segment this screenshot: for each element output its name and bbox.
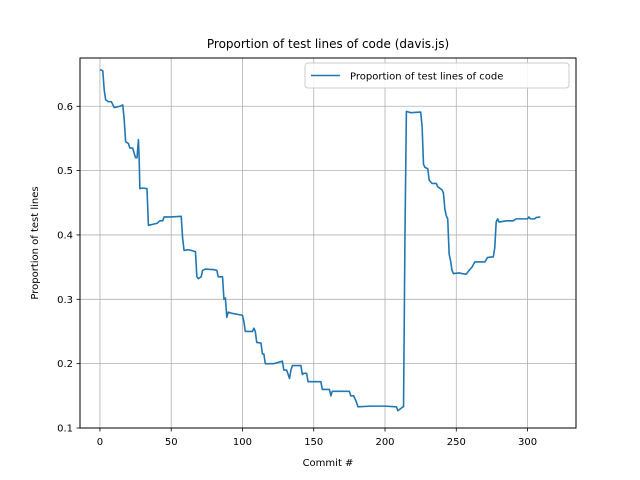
y-tick-label: 0.2	[57, 359, 73, 370]
x-tick-label: 200	[375, 437, 394, 448]
y-tick-label: 0.6	[57, 102, 73, 113]
chart-title: Proportion of test lines of code (davis.…	[207, 37, 449, 51]
legend-label: Proportion of test lines of code	[350, 72, 503, 83]
x-axis-ticks: 0 50 100 150 200 250 300	[97, 428, 537, 448]
x-tick-label: 150	[304, 437, 323, 448]
y-axis-label: Proportion of test lines	[30, 186, 41, 299]
y-tick-label: 0.5	[57, 166, 73, 177]
x-tick-label: 0	[97, 437, 103, 448]
x-tick-label: 250	[447, 437, 466, 448]
plot-frame	[79, 57, 577, 429]
x-tick-label: 100	[233, 437, 252, 448]
legend-box	[304, 62, 570, 89]
y-axis-ticks: 0.1 0.2 0.3 0.4 0.5 0.6	[57, 102, 80, 435]
y-tick-label: 0.1	[57, 424, 73, 435]
x-tick-label: 50	[165, 437, 178, 448]
x-axis-label: Commit #	[303, 458, 354, 469]
x-tick-label: 300	[518, 437, 537, 448]
y-tick-label: 0.4	[57, 230, 73, 241]
y-tick-label: 0.3	[57, 295, 73, 306]
series-layer	[99, 68, 541, 412]
legend: Proportion of test lines of code	[304, 62, 570, 89]
series-line	[99, 68, 541, 412]
